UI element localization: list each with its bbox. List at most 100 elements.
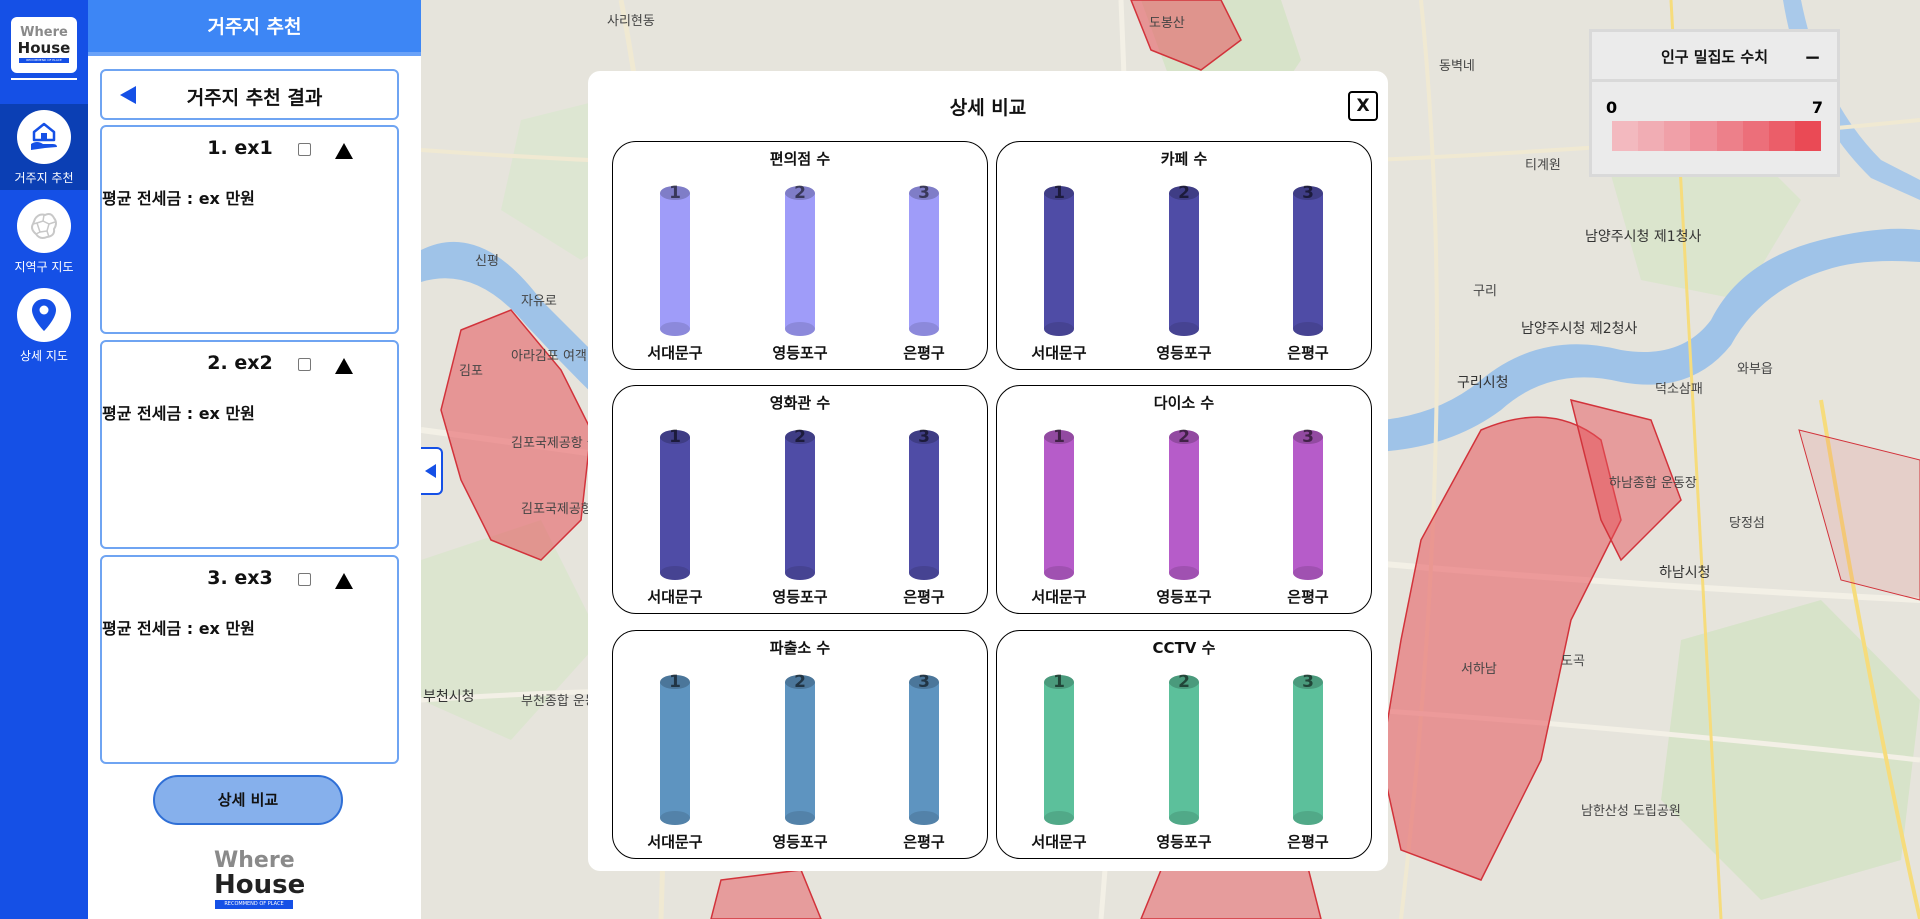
map-label: 와부읍	[1737, 362, 1773, 377]
map-label: 당정섬	[1729, 516, 1765, 531]
district-label: 영등포구	[1156, 344, 1212, 362]
map-label: 서하남	[1461, 662, 1497, 677]
card-checkbox[interactable]	[298, 358, 311, 371]
rank-number: 2	[794, 183, 806, 203]
district-label: 영등포구	[772, 588, 828, 606]
rank-number: 1	[669, 672, 681, 692]
nav-item-label: 지역구 지도	[14, 260, 74, 274]
rank-number: 3	[918, 427, 930, 447]
seoul-map-icon	[17, 199, 71, 253]
compare-card-title: 파출소 수	[769, 639, 831, 657]
rank-cylinder: 1	[1044, 183, 1074, 336]
result-card-3[interactable]: 3. ex3 평균 전세금 : ex 만원	[100, 555, 399, 764]
logo-line2: House	[17, 39, 71, 57]
legend-min: 0	[1606, 98, 1618, 117]
rank-cylinder: 1	[1044, 672, 1074, 825]
district-label: 영등포구	[1156, 588, 1212, 606]
back-arrow-icon[interactable]	[120, 86, 136, 104]
rank-number: 1	[1053, 427, 1065, 447]
rank-cylinder: 1	[660, 183, 690, 336]
map-label: 부천시청	[423, 689, 475, 705]
collapse-up-icon[interactable]	[335, 573, 353, 589]
district-label: 영등포구	[772, 833, 828, 851]
footer-logo-tagline: RECOMMEND OF PLACE	[215, 900, 293, 909]
nav-item-label: 거주지 추천	[14, 171, 74, 185]
map-label: 자유로	[521, 294, 557, 309]
detail-compare-button[interactable]: 상세 비교	[153, 775, 343, 825]
rank-cylinder: 2	[1169, 672, 1199, 825]
map-label: 남한산성 도립공원	[1581, 804, 1681, 819]
rank-number: 3	[918, 672, 930, 692]
footer-logo-line1: Where	[214, 848, 295, 873]
legend-color-bar	[1612, 121, 1821, 151]
chevron-left-icon	[425, 464, 436, 478]
close-button[interactable]: X	[1348, 91, 1378, 121]
compare-card: 카페 수 1 서대문구 2 영등포구 3 은평구	[996, 141, 1372, 370]
card-checkbox[interactable]	[298, 143, 311, 156]
compare-card: 영화관 수 1 서대문구 2 영등포구 3 은평구	[612, 385, 988, 614]
rank-cylinder: 2	[1169, 183, 1199, 336]
legend-swatch	[1794, 121, 1821, 151]
legend-swatch	[1716, 121, 1743, 151]
app-logo[interactable]: Where House RECOMMEND OF PLACE	[11, 17, 77, 73]
rank-number: 1	[669, 427, 681, 447]
logo-line1: Where	[20, 25, 68, 40]
rank-number: 2	[794, 427, 806, 447]
result-card-1[interactable]: 1. ex1 평균 전세금 : ex 만원	[100, 125, 399, 334]
rail-divider	[11, 78, 77, 80]
legend-collapse-button[interactable]: −	[1804, 45, 1821, 69]
map-label: 구리시청	[1457, 375, 1509, 391]
map-label: 남양주시청 제2청사	[1521, 321, 1638, 337]
rank-number: 2	[1178, 183, 1190, 203]
collapse-up-icon[interactable]	[335, 358, 353, 374]
rank-cylinder: 2	[785, 427, 815, 580]
map-label: 부천종합 운동장	[521, 694, 609, 709]
legend-swatch	[1768, 121, 1795, 151]
legend-swatch	[1612, 121, 1639, 151]
rank-number: 1	[1053, 183, 1065, 203]
rank-cylinder: 2	[1169, 427, 1199, 580]
compare-card-title: 편의점 수	[769, 150, 831, 168]
panel-title: 거주지 추천	[88, 0, 421, 56]
recommend-panel: 거주지 추천 거주지 추천 결과 1. ex1 평균 전세금 : ex 만원 2…	[88, 0, 421, 919]
rank-cylinder: 3	[909, 427, 939, 580]
rank-cylinder: 3	[1293, 427, 1323, 580]
card-name: 3. ex3	[207, 567, 273, 589]
map-label: 신평	[475, 254, 499, 269]
result-card-2[interactable]: 2. ex2 평균 전세금 : ex 만원	[100, 340, 399, 549]
modal-title: 상세 비교	[949, 97, 1027, 119]
district-label: 은평구	[1287, 588, 1329, 606]
compare-card: 파출소 수 1 서대문구 2 영등포구 3 은평구	[612, 630, 988, 859]
compare-card-title: 영화관 수	[769, 394, 831, 412]
rank-number: 2	[1178, 672, 1190, 692]
map-label: 하남시청	[1659, 565, 1711, 581]
compare-card: 편의점 수 1 서대문구 2 영등포구 3 은평구	[612, 141, 988, 370]
map-label: 김포	[459, 364, 483, 379]
nav-item-district-map[interactable]: 지역구 지도	[0, 193, 88, 279]
district-label: 서대문구	[1031, 588, 1087, 606]
district-label: 은평구	[903, 588, 945, 606]
rank-number: 2	[794, 672, 806, 692]
nav-item-label: 상세 지도	[20, 349, 68, 363]
district-label: 서대문구	[1031, 344, 1087, 362]
legend-title: 인구 밀집도 수치	[1660, 48, 1769, 66]
compare-card: 다이소 수 1 서대문구 2 영등포구 3 은평구	[996, 385, 1372, 614]
nav-item-recommend[interactable]: 거주지 추천	[0, 104, 88, 190]
rank-number: 1	[1053, 672, 1065, 692]
district-label: 서대문구	[647, 833, 703, 851]
logo-tagline: RECOMMEND OF PLACE	[19, 58, 69, 63]
district-label: 서대문구	[1031, 833, 1087, 851]
footer-logo: Where House RECOMMEND OF PLACE	[214, 848, 305, 909]
map-label: 도봉산	[1149, 16, 1185, 31]
card-checkbox[interactable]	[298, 573, 311, 586]
map-label: 하남종합 운동장	[1609, 476, 1697, 491]
panel-collapse-tab[interactable]	[421, 447, 443, 495]
rank-cylinder: 2	[785, 672, 815, 825]
district-label: 은평구	[1287, 344, 1329, 362]
rank-cylinder: 1	[660, 672, 690, 825]
compare-modal: 상세 비교 X 편의점 수 1 서대문구 2 영등포구 3 은평구 카페 수 1 서대문구 2 영등포…	[588, 71, 1388, 871]
map-label: 남양주시청 제1청사	[1585, 229, 1702, 245]
nav-item-detail-map[interactable]: 상세 지도	[0, 282, 88, 368]
map-label: 사리현동	[607, 14, 655, 29]
collapse-up-icon[interactable]	[335, 143, 353, 159]
